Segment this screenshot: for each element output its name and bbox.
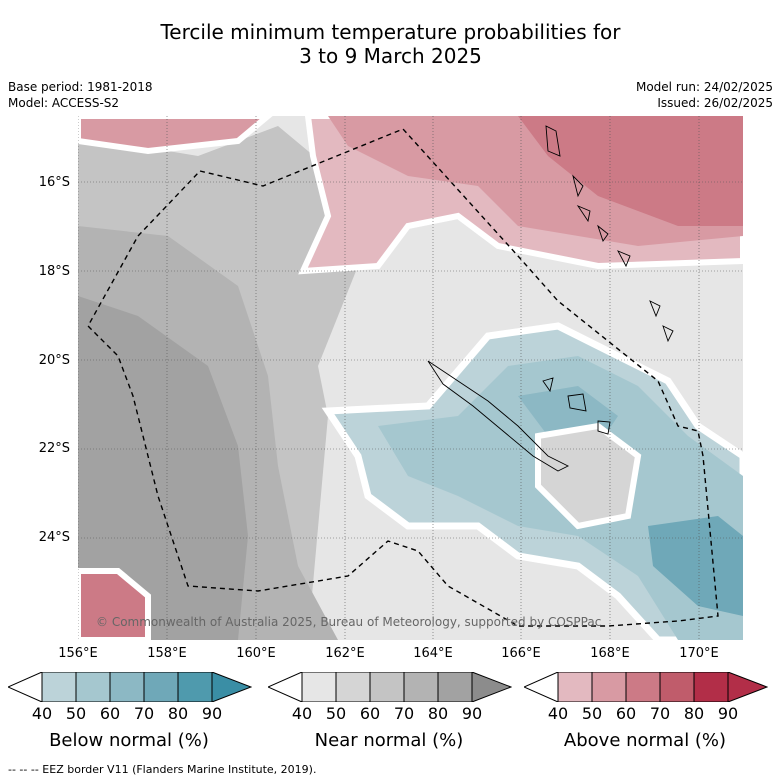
- above-tick-70: 70: [649, 704, 671, 723]
- near-tick-60: 60: [359, 704, 381, 723]
- new-caledonia-island: [427, 360, 570, 472]
- above-normal-label: Above normal (%): [563, 730, 727, 751]
- above-tick-50: 50: [581, 704, 603, 723]
- lon-label-156e: 156°E: [58, 646, 98, 661]
- near-swatch-5: [471, 672, 512, 702]
- model-name: Model: ACCESS-S2: [8, 96, 120, 110]
- near-tick-50: 50: [325, 704, 347, 723]
- lat-label-20s: 20°S: [38, 353, 70, 368]
- near-normal-region-80: [78, 296, 248, 640]
- above-normal-southwest: [78, 568, 151, 640]
- above-swatch-0: [557, 672, 593, 702]
- below-swatch-0: [41, 672, 77, 702]
- issued-date: Issued: 26/02/2025: [657, 96, 773, 110]
- above-swatch-2: [625, 672, 661, 702]
- above-normal-region-northwest: [78, 116, 273, 155]
- below-tick-70: 70: [133, 704, 155, 723]
- near-swatch-2: [369, 672, 405, 702]
- lat-label-18s: 18°S: [38, 264, 70, 279]
- below-normal-region-80: [648, 516, 743, 616]
- title-line-2: 3 to 9 March 2025: [299, 44, 482, 68]
- near-tick-90: 90: [461, 704, 483, 723]
- lon-label-160e: 160°E: [236, 646, 276, 661]
- near-swatch-0: [301, 672, 337, 702]
- eez-border: [87, 128, 719, 627]
- near-tick-70: 70: [393, 704, 415, 723]
- below-swatch-3: [143, 672, 179, 702]
- lon-label-166e: 166°E: [501, 646, 541, 661]
- title-line-1: Tercile minimum temperature probabilitie…: [160, 20, 621, 44]
- near-swatch-1: [335, 672, 371, 702]
- near-tick-40: 40: [291, 704, 313, 723]
- lon-label-168e: 168°E: [590, 646, 630, 661]
- below-swatch-5: [211, 672, 252, 702]
- below-tick-50: 50: [65, 704, 87, 723]
- graticule: [78, 116, 743, 640]
- above-tick-80: 80: [683, 704, 705, 723]
- above-tick-40: 40: [547, 704, 569, 723]
- below-swatch-2: [109, 672, 145, 702]
- above-tick-90: 90: [717, 704, 739, 723]
- near-tick-80: 80: [427, 704, 449, 723]
- above-swatch-4: [693, 672, 729, 702]
- lat-label-16s: 16°S: [38, 175, 70, 190]
- copyright-notice: © Commonwealth of Australia 2025, Bureau…: [96, 615, 601, 629]
- above-swatch-1: [591, 672, 627, 702]
- base-period: Base period: 1981-2018: [8, 80, 153, 94]
- below-tick-90: 90: [201, 704, 223, 723]
- near-swatch-3: [403, 672, 439, 702]
- lon-label-162e: 162°E: [325, 646, 365, 661]
- colorbar-near-normal: [268, 672, 512, 702]
- eez-footnote: -- -- -- EEZ border V11 (Flanders Marine…: [8, 763, 317, 776]
- below-normal-label: Below normal (%): [49, 730, 209, 751]
- lon-label-158e: 158°E: [147, 646, 187, 661]
- near-normal-label: Near normal (%): [314, 730, 464, 751]
- lat-label-22s: 22°S: [38, 441, 70, 456]
- loyalty-islands: [542, 377, 611, 435]
- lon-label-170e: 170°E: [679, 646, 719, 661]
- above-normal-region-70: [518, 116, 743, 226]
- model-run: Model run: 24/02/2025: [635, 80, 773, 94]
- above-tick-60: 60: [615, 704, 637, 723]
- below-swatch-4: [177, 672, 213, 702]
- near-swatch-4: [437, 672, 473, 702]
- colorbar-above-normal: [524, 672, 768, 702]
- vanuatu-islands: [545, 125, 674, 343]
- below-tick-80: 80: [167, 704, 189, 723]
- colorbar-below-normal: [8, 672, 252, 702]
- above-swatch-3: [659, 672, 695, 702]
- probability-map: © Commonwealth of Australia 2025, Bureau…: [78, 116, 743, 640]
- below-tick-60: 60: [99, 704, 121, 723]
- lon-label-164e: 164°E: [413, 646, 453, 661]
- above-swatch-5: [727, 672, 768, 702]
- below-tick-40: 40: [31, 704, 53, 723]
- lat-label-24s: 24°S: [38, 530, 70, 545]
- below-swatch-1: [75, 672, 111, 702]
